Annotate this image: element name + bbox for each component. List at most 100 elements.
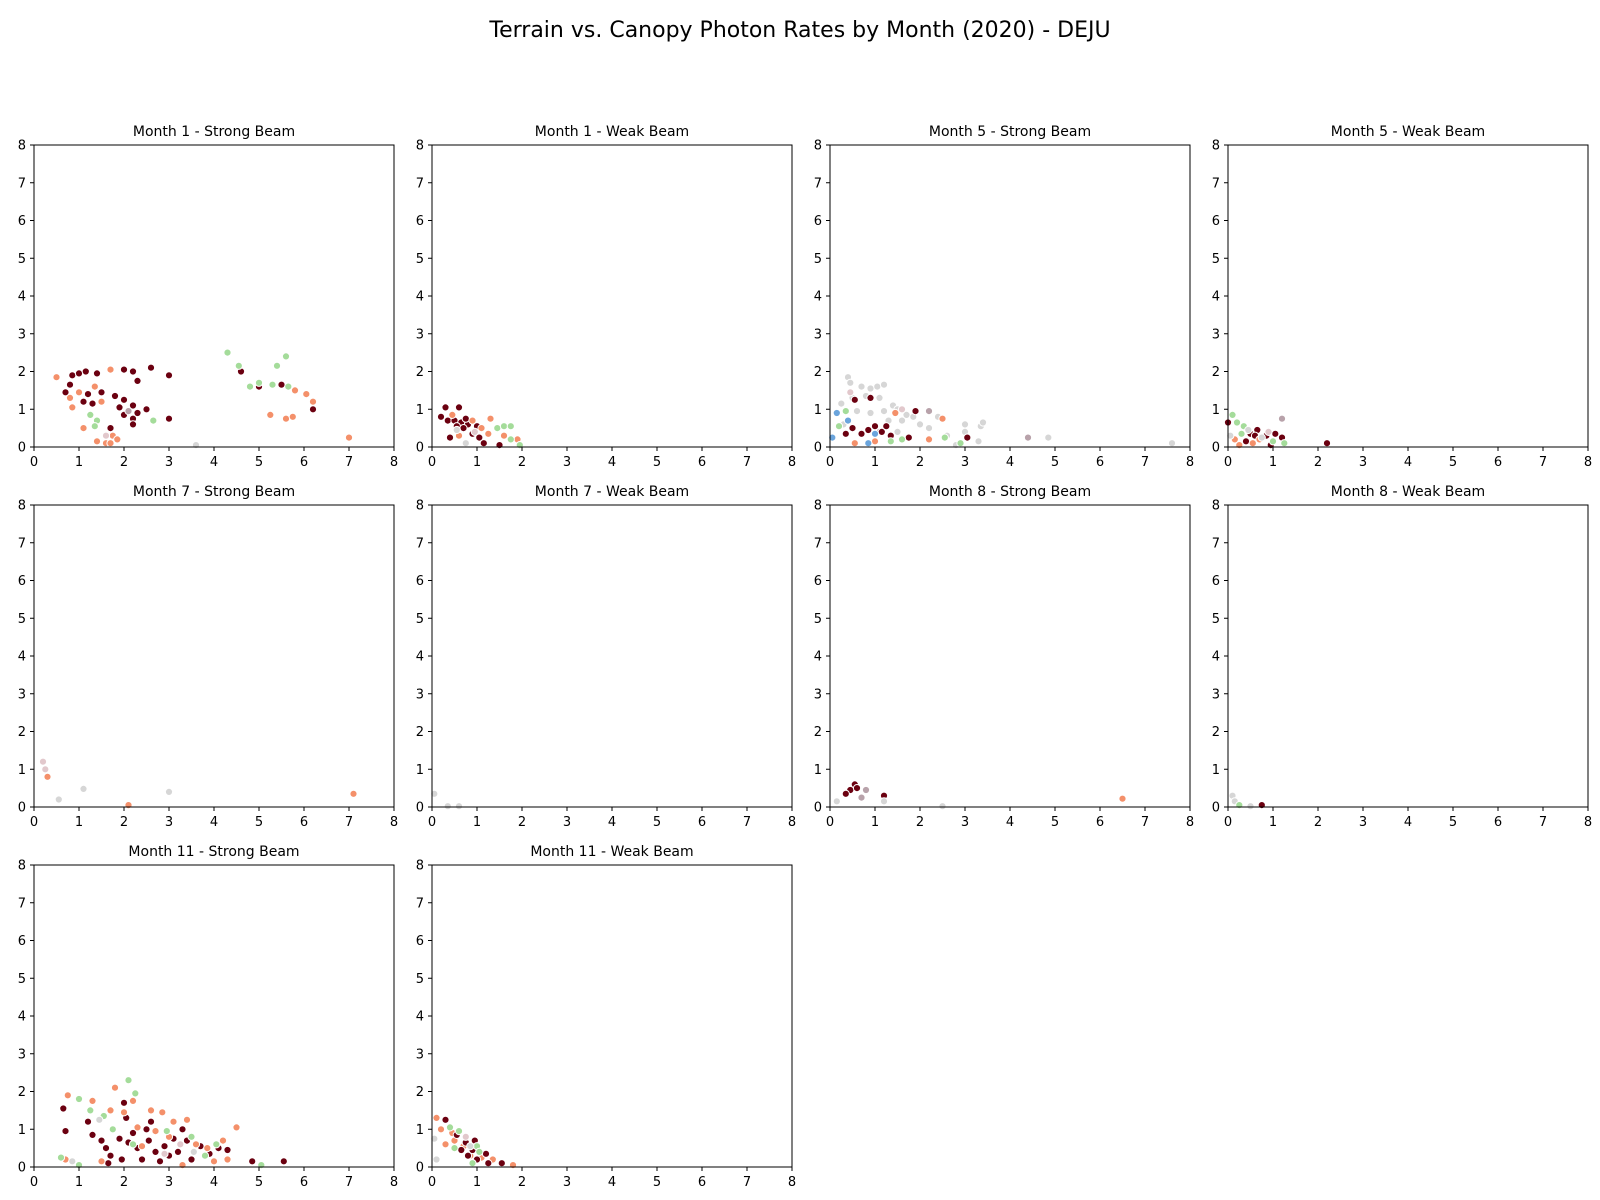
scatter-point [146, 1117, 156, 1126]
x-tick-label: 0 [428, 1175, 436, 1190]
plot-frame [33, 144, 395, 448]
scatter-point [74, 1094, 84, 1104]
scatter-point [441, 1140, 450, 1149]
y-tick-label: 5 [416, 612, 424, 627]
x-tick-label: 4 [210, 1175, 218, 1190]
scatter-point [454, 1127, 464, 1136]
scatter-point [106, 439, 115, 448]
scatter-point [852, 407, 862, 416]
scatter-point [866, 408, 875, 418]
x-tick-label: 3 [1359, 815, 1367, 830]
x-tick-label: 4 [210, 815, 218, 830]
x-tick-label: 7 [1141, 455, 1149, 470]
x-tick-label: 0 [1224, 815, 1232, 830]
y-tick-label: 7 [416, 176, 424, 191]
scatter-point [155, 1157, 165, 1166]
scatter-point [499, 431, 509, 440]
y-tick-label: 2 [814, 365, 822, 380]
subplot-title: Month 1 - Weak Beam [535, 124, 689, 140]
scatter-point [1257, 801, 1266, 810]
scatter-point [344, 433, 354, 442]
scatter-point [466, 1142, 475, 1151]
y-tick-label: 1 [18, 403, 26, 418]
scatter-point [308, 405, 318, 414]
subplot-2: Month 1 - Weak Beam 0 1 2 3 4 5 6 7 8 0 1 2 3 4 5 6 7 8 [416, 124, 796, 470]
scatter-point [218, 1136, 228, 1145]
scatter-point [128, 1140, 138, 1149]
scatter-point [475, 433, 484, 442]
scatter-point [924, 424, 934, 433]
x-tick-label: 4 [1006, 815, 1014, 830]
scatter-point [850, 439, 859, 448]
y-tick-label: 6 [814, 574, 822, 589]
scatter-point [128, 1128, 138, 1138]
y-tick-label: 2 [1212, 365, 1220, 380]
y-tick-label: 7 [416, 896, 424, 911]
x-tick-label: 2 [518, 1175, 526, 1190]
x-tick-label: 4 [210, 455, 218, 470]
y-tick-label: 5 [1212, 612, 1220, 627]
x-tick-label: 5 [255, 1175, 263, 1190]
scatter-point [866, 393, 875, 402]
x-tick-label: 4 [1404, 455, 1412, 470]
plot-frame [33, 504, 395, 808]
y-tick-label: 7 [416, 536, 424, 551]
x-tick-label: 2 [1314, 455, 1322, 470]
subplot-title: Month 8 - Strong Beam [929, 484, 1091, 500]
x-tick-label: 0 [826, 455, 834, 470]
subplot-title: Month 7 - Strong Beam [133, 484, 295, 500]
x-tick-label: 6 [300, 1175, 308, 1190]
x-tick-label: 1 [473, 1175, 481, 1190]
subplot-3: Month 5 - Strong Beam 0 1 2 3 4 5 6 7 8 0 1 2 3 4 5 6 7 8 [814, 124, 1194, 470]
x-tick-label: 0 [30, 455, 38, 470]
scatter-point [290, 386, 300, 395]
y-tick-label: 4 [814, 290, 822, 305]
x-tick-label: 7 [743, 815, 751, 830]
x-tick-label: 0 [428, 815, 436, 830]
scatter-point [142, 405, 151, 414]
x-tick-label: 2 [916, 455, 924, 470]
scatter-point [457, 1145, 466, 1155]
scatter-point [974, 437, 983, 446]
scatter-point [162, 1127, 171, 1136]
scatter-point [904, 433, 913, 442]
scatter-point [1264, 427, 1273, 436]
x-tick-label: 8 [390, 815, 398, 830]
y-tick-label: 0 [1212, 801, 1220, 816]
scatter-point [484, 1159, 493, 1168]
scatter-point [83, 1117, 93, 1126]
x-tick-label: 3 [563, 815, 571, 830]
scatter-point [302, 390, 311, 399]
scatter-points [52, 348, 354, 450]
scatter-point [461, 414, 470, 423]
scatter-point [882, 422, 891, 431]
scatter-point [879, 380, 889, 389]
scatter-point [119, 1098, 129, 1107]
scatter-point [92, 437, 102, 446]
plot-frame [829, 144, 1191, 448]
y-tick-label: 0 [18, 801, 26, 816]
scatter-point [101, 1144, 111, 1153]
scatter-point [115, 1134, 124, 1143]
scatter-point [897, 416, 907, 425]
scatter-point [308, 397, 318, 406]
y-tick-label: 6 [416, 574, 424, 589]
scatter-point [870, 437, 880, 446]
y-tick-label: 7 [1212, 176, 1220, 191]
scatter-point [436, 412, 446, 421]
scatter-point [459, 424, 468, 433]
scatter-point [43, 772, 52, 781]
scatter-point [956, 439, 965, 448]
x-tick-label: 1 [75, 455, 83, 470]
y-tick-label: 8 [1212, 139, 1220, 154]
scatter-point [445, 433, 455, 442]
scatter-point [68, 1157, 77, 1166]
x-tick-label: 8 [390, 1175, 398, 1190]
x-tick-label: 5 [255, 815, 263, 830]
scatter-point [1228, 410, 1237, 419]
x-tick-label: 6 [1494, 815, 1502, 830]
y-tick-label: 8 [18, 139, 26, 154]
x-tick-label: 1 [871, 815, 879, 830]
scatter-point [481, 1149, 491, 1158]
y-tick-label: 2 [416, 365, 424, 380]
